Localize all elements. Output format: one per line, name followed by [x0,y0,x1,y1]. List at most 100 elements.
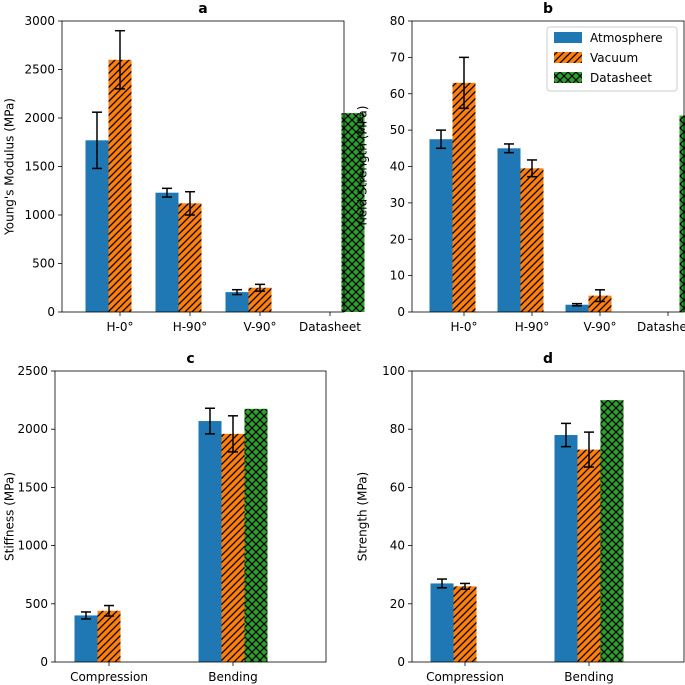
y-tick-label: 80 [390,422,405,436]
error-bar-atmosphere-0 [92,111,102,170]
panel-c: Compression Bending 0 500 1000 1500 2000 2500 St… [3,351,327,684]
bar-vacuum-2 [248,287,272,312]
error-bar-vacuum-1 [584,431,594,468]
y-tick-label: 70 [390,50,405,64]
y-tick-label: 500 [25,597,48,611]
bar-atmosphere-1 [497,148,521,312]
bar-atmosphere-1 [155,192,179,312]
panel-title: b [543,1,553,17]
y-tick-label: 100 [382,364,405,378]
bar-datasheet-3 [341,113,365,313]
legend-swatch-vacuum [554,52,582,63]
bar-vacuum-2 [588,295,612,312]
error-bar-atmosphere-0 [437,578,447,589]
x-tick-label: H-0° [451,320,478,334]
legend-label-vacuum: Vacuum [590,51,638,65]
error-bar-vacuum-0 [459,56,469,110]
x-tick-label: Bending [564,670,613,684]
bar-atmosphere-0 [85,140,109,312]
error-bar-atmosphere-1 [504,143,514,154]
bar-atmosphere-0 [429,139,453,312]
x-tick-label: V-90° [583,320,616,334]
y-tick-label: 1000 [17,539,48,553]
bar-vacuum-0 [97,610,121,662]
error-bar-atmosphere-1 [162,187,172,198]
y-tick-label: 50 [390,123,405,137]
x-tick-label: Datasheet [299,320,361,334]
bar-datasheet-1 [600,400,624,662]
bar-datasheet-1 [244,408,268,662]
plot-frame [411,370,685,663]
error-bar-vacuum-1 [527,159,537,178]
panel-title: a [198,1,207,17]
panel-b: H-0° H-90° V-90° Datasheet 0 10 20 30 40 50 60 70 80… [356,1,685,334]
plot-frame [54,370,327,663]
legend-swatch-atmosphere [554,32,582,43]
panel-title: d [543,351,553,367]
y-tick-label: 20 [390,597,405,611]
y-tick-label: 2500 [24,63,55,77]
y-tick-label: 0 [47,305,55,319]
bar-vacuum-1 [520,168,544,312]
y-tick-label: 2500 [17,364,48,378]
y-tick-label: 1000 [24,208,55,222]
legend: Atmosphere Vacuum Datasheet [546,26,678,92]
y-tick-label: 20 [390,232,405,246]
y-tick-label: 500 [32,257,55,271]
panel-d: Compression Bending 0 20 40 60 80 100 Strength (… [356,351,685,684]
bar-atmosphere-1 [198,421,222,662]
error-bar-vacuum-0 [104,604,114,617]
y-tick-label: 40 [390,539,405,553]
y-axis-label: Young's Modulus (MPa) [3,98,17,236]
x-tick-label: H-90° [515,320,550,334]
x-tick-label: Bending [208,670,257,684]
error-bar-atmosphere-2 [232,288,242,296]
bar-vacuum-0 [452,82,476,313]
error-bar-vacuum-0 [460,582,470,590]
y-tick-label: 60 [390,480,405,494]
x-tick-label: H-0° [107,320,134,334]
bar-atmosphere-2 [565,304,589,312]
y-tick-label: 0 [397,305,405,319]
y-tick-label: 40 [390,160,405,174]
bar-vacuum-0 [108,59,132,312]
error-bar-atmosphere-1 [561,422,571,448]
y-axis-label: Strength (MPa) [356,472,370,562]
y-tick-label: 2000 [24,111,55,125]
error-bar-atmosphere-2 [572,302,582,307]
y-tick-label: 0 [40,655,48,669]
bar-atmosphere-2 [225,292,249,312]
bar-vacuum-1 [221,433,245,662]
x-tick-label: Compression [426,670,504,684]
bar-vacuum-0 [453,586,477,662]
y-tick-label: 30 [390,196,405,210]
bar-atmosphere-1 [554,435,578,662]
error-bar-vacuum-2 [255,283,265,292]
x-tick-label: V-90° [243,320,276,334]
y-tick-label: 1500 [17,480,48,494]
legend-swatch-datasheet [554,72,582,83]
y-axis-label: Stiffness (MPa) [3,472,17,561]
x-tick-label: H-90° [173,320,208,334]
plot-frame [411,20,685,313]
y-tick-label: 2000 [17,422,48,436]
error-bar-vacuum-1 [228,415,238,453]
y-tick-label: 10 [390,269,405,283]
y-axis-label: Yield Strength (MPa) [356,106,370,229]
bar-datasheet-3 [679,115,685,312]
y-tick-label: 0 [397,655,405,669]
error-bar-atmosphere-0 [436,129,446,150]
bar-vacuum-1 [577,449,601,662]
x-tick-label: Datasheet [637,320,685,334]
plot-frame [61,20,345,313]
panel-title: c [186,351,194,367]
y-tick-label: 1500 [24,160,55,174]
error-bar-atmosphere-1 [205,407,215,435]
x-tick-label: Compression [70,670,148,684]
y-tick-label: 3000 [24,14,55,28]
y-tick-label: 80 [390,14,405,28]
bar-atmosphere-0 [74,615,98,662]
bar-atmosphere-0 [430,583,454,662]
bar-vacuum-1 [178,203,202,312]
